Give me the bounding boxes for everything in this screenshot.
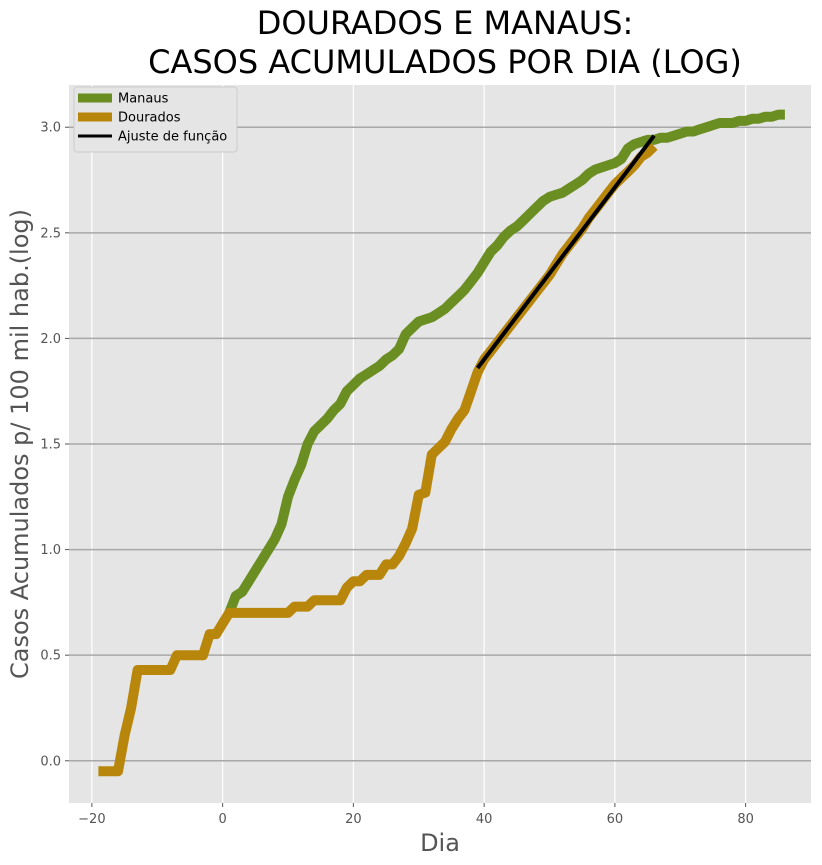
x-tick-label-0: −20 xyxy=(78,812,105,827)
y-tick-label-5: 2.5 xyxy=(40,226,61,241)
legend-label-2: Ajuste de função xyxy=(118,130,227,145)
legend-box xyxy=(73,86,238,153)
y-tick-label-1: 0.5 xyxy=(40,649,61,664)
x-tick-label-4: 60 xyxy=(607,812,624,827)
chart-title-line-2: CASOS ACUMULADOS POR DIA (LOG) xyxy=(148,43,742,81)
legend: Manaus Dourados Ajuste de função xyxy=(73,86,238,153)
y-axis-label: Casos Acumulados p/ 100 mil hab.(log) xyxy=(6,209,34,679)
legend-label-0: Manaus xyxy=(118,92,169,107)
y-tick-label-6: 3.0 xyxy=(40,121,61,136)
x-tick-label-5: 80 xyxy=(737,812,754,827)
y-tick-label-3: 1.5 xyxy=(40,438,61,453)
x-tick-label-2: 20 xyxy=(345,812,362,827)
x-tick-label-1: 0 xyxy=(218,812,226,827)
series-line-ajuste-de-fun-o xyxy=(476,134,656,370)
y-tick-label-4: 2.0 xyxy=(40,332,61,347)
x-axis-label: Dia xyxy=(420,829,460,857)
legend-label-1: Dourados xyxy=(118,111,181,126)
x-tick-label-3: 40 xyxy=(476,812,493,827)
y-tick-label-0: 0.0 xyxy=(40,754,61,769)
tick-labels: −20 0 20 40 60 80 0.0 0.5 1.0 1.5 2.0 2.5 3.0 xyxy=(40,121,754,827)
y-tick-label-2: 1.0 xyxy=(40,543,61,558)
series-line-manaus xyxy=(224,109,785,615)
series-lines xyxy=(98,109,785,777)
chart-title-line-1: DOURADOS E MANAUS: xyxy=(257,4,634,42)
